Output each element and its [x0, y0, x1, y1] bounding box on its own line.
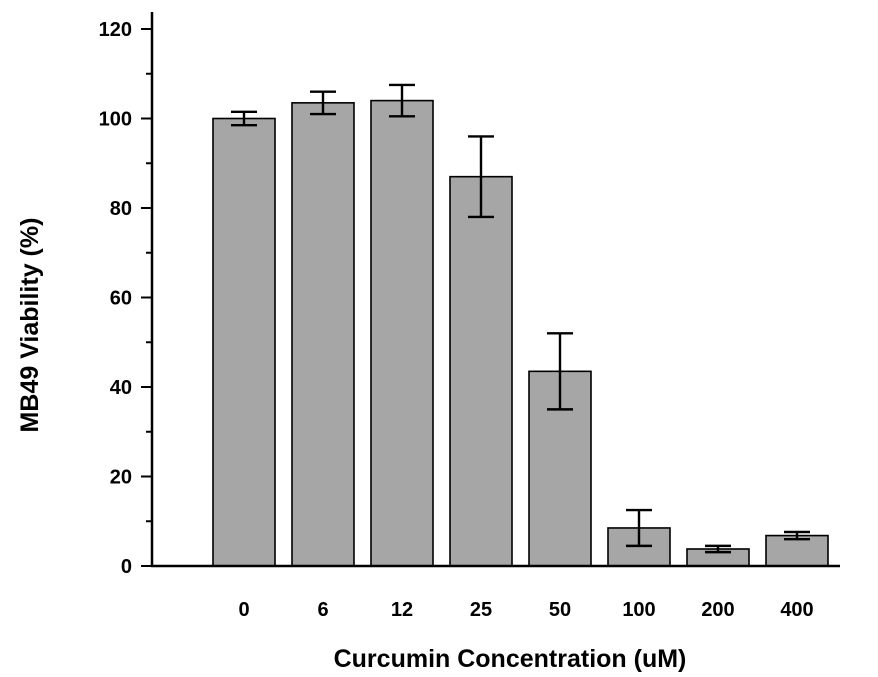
- error-bar-6: [310, 90, 336, 116]
- error-bars: [231, 83, 810, 554]
- bar-6: [291, 102, 355, 567]
- x-axis-tick-labels: 0 6 12 25 50 100 200 400: [238, 599, 813, 621]
- x-tick-label-200: 200: [701, 599, 734, 621]
- y-axis-tick-labels: 0 20 40 60 80 100 120: [99, 19, 132, 578]
- bar-50: [528, 370, 592, 567]
- error-bar-200: [705, 544, 731, 554]
- error-bar-100: [626, 508, 652, 548]
- x-tick-label-100: 100: [622, 599, 655, 621]
- x-tick-label-50: 50: [549, 599, 571, 621]
- y-tick-label: 100: [99, 109, 132, 131]
- x-tick-label-0: 0: [238, 599, 249, 621]
- error-bar-12: [389, 83, 415, 118]
- y-axis-title: MB49 Viability (%): [16, 218, 44, 433]
- x-tick-label-400: 400: [780, 599, 813, 621]
- y-tick-label: 80: [110, 198, 132, 220]
- y-tick-label: 0: [121, 556, 132, 578]
- x-axis-title: Curcumin Concentration (uM): [334, 645, 687, 673]
- error-bar-25: [468, 135, 494, 219]
- bar-0: [212, 117, 276, 567]
- x-tick-label-25: 25: [470, 599, 492, 621]
- error-bar-50: [547, 332, 573, 411]
- y-tick-label: 20: [110, 467, 132, 489]
- error-bar-0: [231, 110, 257, 127]
- y-axis-ticks: [141, 28, 152, 567]
- bars: [212, 99, 829, 567]
- error-bar-400: [784, 530, 810, 541]
- bar-25: [449, 175, 513, 567]
- x-tick-label-6: 6: [317, 599, 328, 621]
- bar-12: [370, 99, 434, 567]
- x-tick-label-12: 12: [391, 599, 413, 621]
- y-tick-label: 120: [99, 19, 132, 41]
- y-tick-label: 60: [110, 288, 132, 310]
- y-tick-label: 40: [110, 377, 132, 399]
